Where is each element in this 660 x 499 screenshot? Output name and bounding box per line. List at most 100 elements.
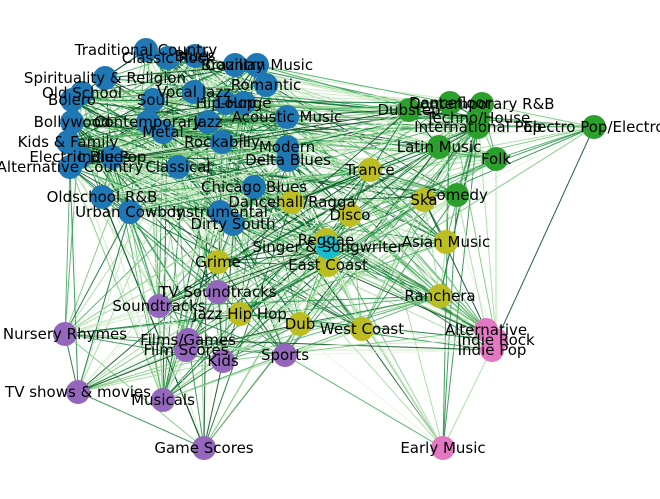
graph-edge bbox=[477, 117, 497, 341]
graph-edge bbox=[71, 99, 154, 123]
graph-node bbox=[58, 155, 82, 179]
graph-edge bbox=[423, 199, 487, 331]
node-label: Electro Pop/Electro bbox=[523, 118, 660, 136]
graph-edge bbox=[177, 166, 458, 196]
graph-edge bbox=[167, 57, 483, 105]
node-label: Indie Pop bbox=[458, 341, 527, 359]
graph-edge bbox=[111, 156, 164, 401]
graph-edge bbox=[495, 126, 595, 160]
node-label: Techno/House bbox=[425, 109, 530, 127]
graph-node bbox=[192, 436, 216, 460]
graph-edge bbox=[187, 199, 425, 341]
graph-edge bbox=[439, 126, 479, 297]
graph-edge bbox=[67, 109, 410, 143]
graph-node bbox=[428, 284, 452, 308]
node-label: Classical bbox=[145, 158, 210, 176]
graph-edge bbox=[243, 102, 479, 119]
graph-edge bbox=[327, 241, 447, 248]
graph-edge bbox=[287, 159, 371, 171]
node-label: Game Scores bbox=[154, 439, 253, 457]
node-label: Latin Music bbox=[397, 138, 482, 156]
graph-node bbox=[174, 338, 198, 362]
graph-edge bbox=[71, 102, 451, 123]
node-label: West Coast bbox=[320, 320, 404, 338]
node-label: Singer & Songwriter bbox=[253, 238, 405, 256]
graph-edge bbox=[349, 199, 425, 216]
node-label: Trance bbox=[344, 161, 394, 179]
graph-edge bbox=[69, 166, 79, 393]
node-label: Indie Rock bbox=[457, 331, 535, 349]
node-label: Kids bbox=[207, 352, 239, 370]
graph-node bbox=[60, 110, 84, 134]
node-label: Spirituality & Religion bbox=[24, 69, 186, 87]
node-label: Contemporary R&B bbox=[409, 95, 554, 113]
graph-edge bbox=[101, 196, 205, 449]
graph-edge bbox=[77, 211, 131, 393]
graph-edge bbox=[287, 159, 351, 216]
graph-edge bbox=[101, 186, 255, 198]
graph-node bbox=[431, 436, 455, 460]
graph-node bbox=[151, 388, 175, 412]
graph-edge bbox=[456, 194, 487, 331]
node-label: Romantic bbox=[231, 76, 302, 94]
node-label: Contemporary bbox=[94, 113, 202, 131]
graph-edge bbox=[217, 214, 351, 263]
graph-node bbox=[210, 130, 234, 154]
graph-edge bbox=[491, 126, 595, 351]
graph-edge bbox=[77, 360, 224, 393]
graph-node bbox=[338, 203, 362, 227]
graph-edge bbox=[477, 117, 595, 128]
graph-edge bbox=[349, 158, 497, 216]
graph-edge bbox=[243, 102, 410, 111]
graph-node bbox=[484, 147, 508, 171]
graph-edge bbox=[162, 295, 441, 401]
graph-node bbox=[151, 120, 175, 144]
graph-edge bbox=[158, 146, 440, 307]
graph-edge bbox=[185, 339, 497, 351]
graph-node bbox=[214, 91, 238, 115]
graph-edge bbox=[64, 333, 205, 449]
node-label: Jazz Hip Hop bbox=[192, 305, 287, 323]
graph-edge bbox=[158, 131, 164, 307]
graph-edge bbox=[147, 121, 164, 401]
graph-node bbox=[275, 105, 299, 129]
graph-edge bbox=[77, 239, 327, 393]
graph-edge bbox=[265, 84, 451, 104]
graph-node bbox=[276, 148, 300, 172]
graph-node bbox=[434, 230, 458, 254]
graph-edge bbox=[299, 323, 493, 351]
graph-node bbox=[316, 253, 340, 277]
graph-node bbox=[196, 110, 220, 134]
node-label: Asian Music bbox=[402, 233, 490, 251]
node-label: Lounge bbox=[216, 94, 271, 112]
graph-edge bbox=[71, 99, 440, 148]
node-label: Modern bbox=[259, 138, 315, 156]
graph-edge bbox=[177, 117, 479, 168]
graph-edge bbox=[361, 194, 458, 330]
graph-edge bbox=[442, 126, 479, 449]
graph-edge bbox=[217, 214, 351, 293]
node-label: Dancehall/Ragga bbox=[228, 193, 355, 211]
graph-edge bbox=[325, 239, 497, 341]
graph-edge bbox=[64, 305, 160, 335]
graph-node bbox=[582, 115, 606, 139]
graph-edge bbox=[77, 339, 189, 393]
graph-node bbox=[445, 183, 469, 207]
graph-edge bbox=[158, 211, 221, 307]
graph-edge bbox=[203, 201, 293, 449]
node-label: Oldschool R&B bbox=[47, 188, 158, 206]
graph-edge bbox=[79, 156, 487, 331]
graph-node bbox=[466, 115, 490, 139]
graph-edge bbox=[162, 328, 363, 401]
graph-node bbox=[60, 88, 84, 112]
graph-edge bbox=[187, 339, 286, 356]
graph-edge bbox=[69, 166, 255, 188]
graph-node bbox=[480, 338, 504, 362]
graph-node bbox=[182, 80, 206, 104]
graph-edge bbox=[79, 121, 209, 158]
graph-edge bbox=[158, 169, 371, 307]
graph-node bbox=[316, 235, 340, 259]
node-label: Traditional Country bbox=[74, 41, 218, 59]
graph-edge bbox=[325, 199, 425, 241]
